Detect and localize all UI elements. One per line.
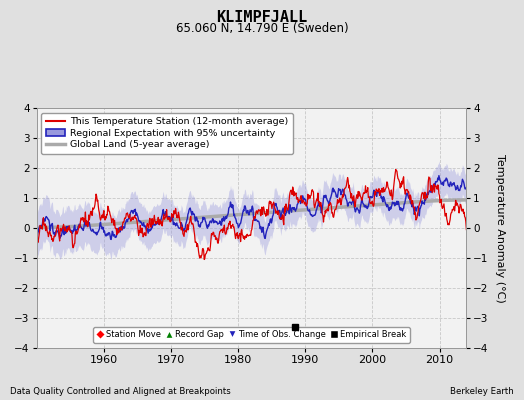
Y-axis label: Temperature Anomaly (°C): Temperature Anomaly (°C) — [495, 154, 505, 302]
Text: Data Quality Controlled and Aligned at Breakpoints: Data Quality Controlled and Aligned at B… — [10, 387, 231, 396]
Legend: Station Move, Record Gap, Time of Obs. Change, Empirical Break: Station Move, Record Gap, Time of Obs. C… — [93, 327, 410, 343]
Text: KLIMPFJALL: KLIMPFJALL — [216, 10, 308, 25]
Text: Berkeley Earth: Berkeley Earth — [450, 387, 514, 396]
Text: 65.060 N, 14.790 E (Sweden): 65.060 N, 14.790 E (Sweden) — [176, 22, 348, 35]
